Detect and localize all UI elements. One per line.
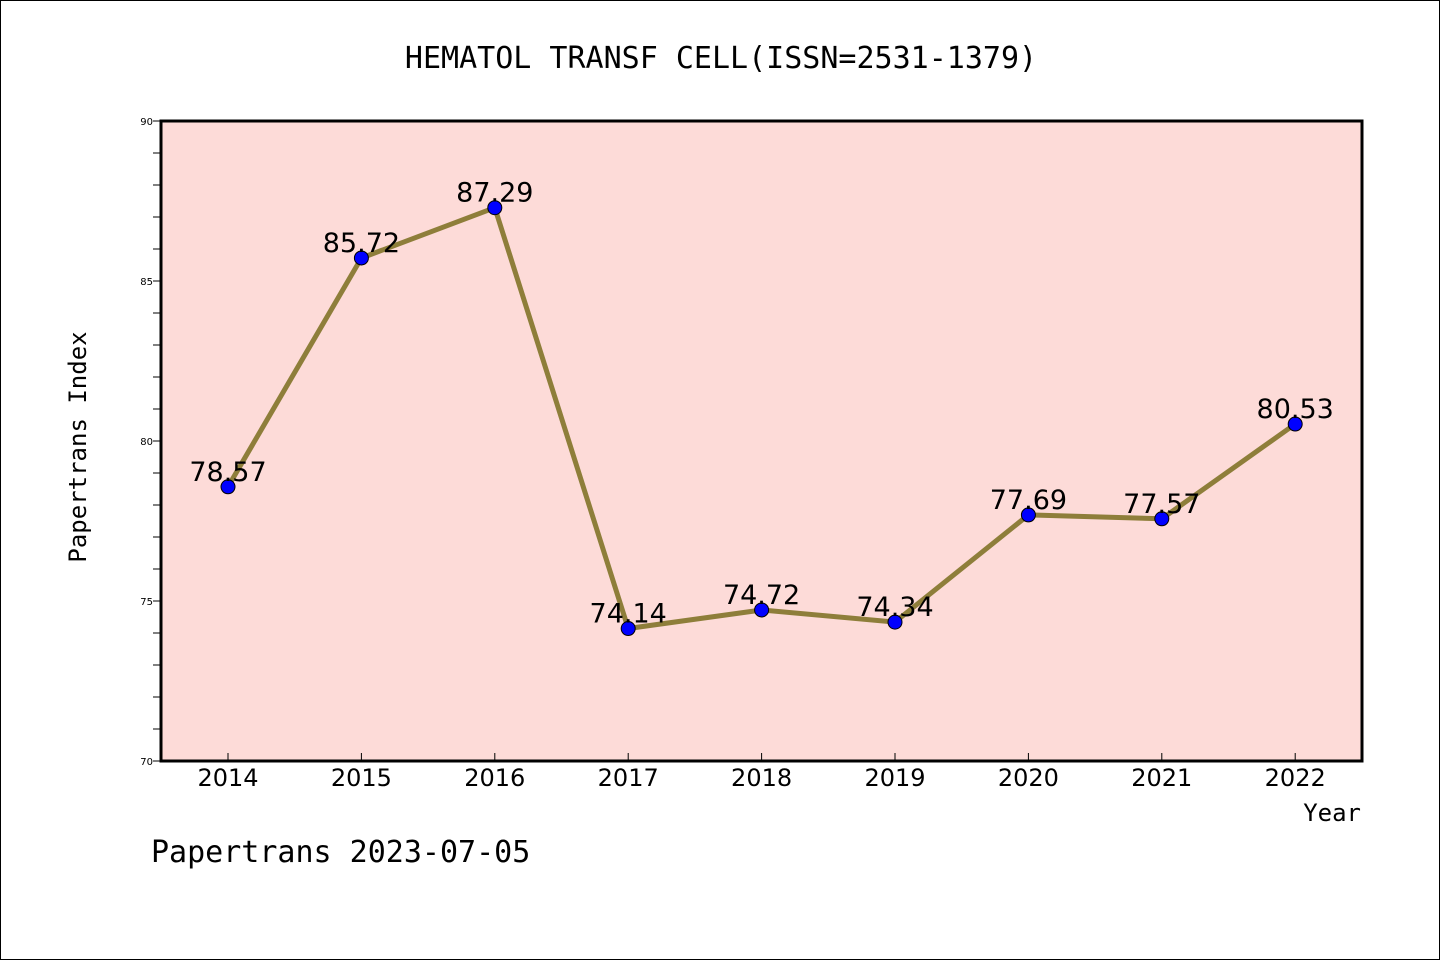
data-point — [1020, 507, 1036, 523]
x-tick-label: 2022 — [1265, 764, 1326, 792]
chart-title: HEMATOL TRANSF CELL(ISSN=2531-1379) — [405, 41, 1037, 76]
data-markers — [220, 200, 1303, 637]
x-axis-label: Year — [1303, 799, 1361, 827]
x-tick-label: 2016 — [464, 764, 525, 792]
x-tick-label: 2019 — [864, 764, 925, 792]
y-tick-label: 75 — [140, 597, 153, 608]
data-point — [754, 602, 770, 618]
x-tick-label: 2021 — [1131, 764, 1192, 792]
data-point — [620, 621, 636, 637]
x-tick-label: 2020 — [998, 764, 1059, 792]
data-point — [887, 614, 903, 630]
data-point — [353, 250, 369, 266]
data-point — [220, 479, 236, 495]
data-point — [1154, 511, 1170, 527]
y-tick-label: 85 — [140, 277, 153, 288]
x-tick-label: 2015 — [331, 764, 392, 792]
x-tick-label: 2017 — [598, 764, 659, 792]
data-label: 77.57 — [1123, 489, 1200, 520]
footer-text: Papertrans 2023-07-05 — [151, 835, 531, 870]
data-label: 85.72 — [323, 228, 400, 259]
data-point — [1287, 416, 1303, 432]
data-label: 74.14 — [590, 599, 667, 630]
data-label: 87.29 — [456, 178, 533, 209]
y-tick-label: 90 — [140, 117, 153, 128]
y-tick-label: 80 — [140, 437, 153, 448]
data-label: 74.72 — [723, 580, 800, 611]
data-point — [487, 200, 503, 216]
plot-area — [159, 119, 1364, 763]
x-tick-label: 2014 — [197, 764, 258, 792]
y-axis: 70 75 80 85 90 — [140, 117, 161, 768]
y-axis-label: Papertrans Index — [64, 331, 92, 562]
x-tick-label: 2018 — [731, 764, 792, 792]
data-label: 78.57 — [189, 457, 266, 488]
data-label: 74.34 — [856, 592, 933, 623]
x-axis: 2014 2015 2016 2017 2018 2019 2020 2021 2022 — [197, 753, 1326, 792]
data-labels: 78.57 85.72 87.29 74.14 74.72 74.34 77.69 77.57… — [189, 178, 1333, 630]
data-label: 80.53 — [1257, 394, 1334, 425]
data-label: 77.69 — [990, 485, 1067, 516]
y-tick-label: 70 — [140, 757, 153, 768]
